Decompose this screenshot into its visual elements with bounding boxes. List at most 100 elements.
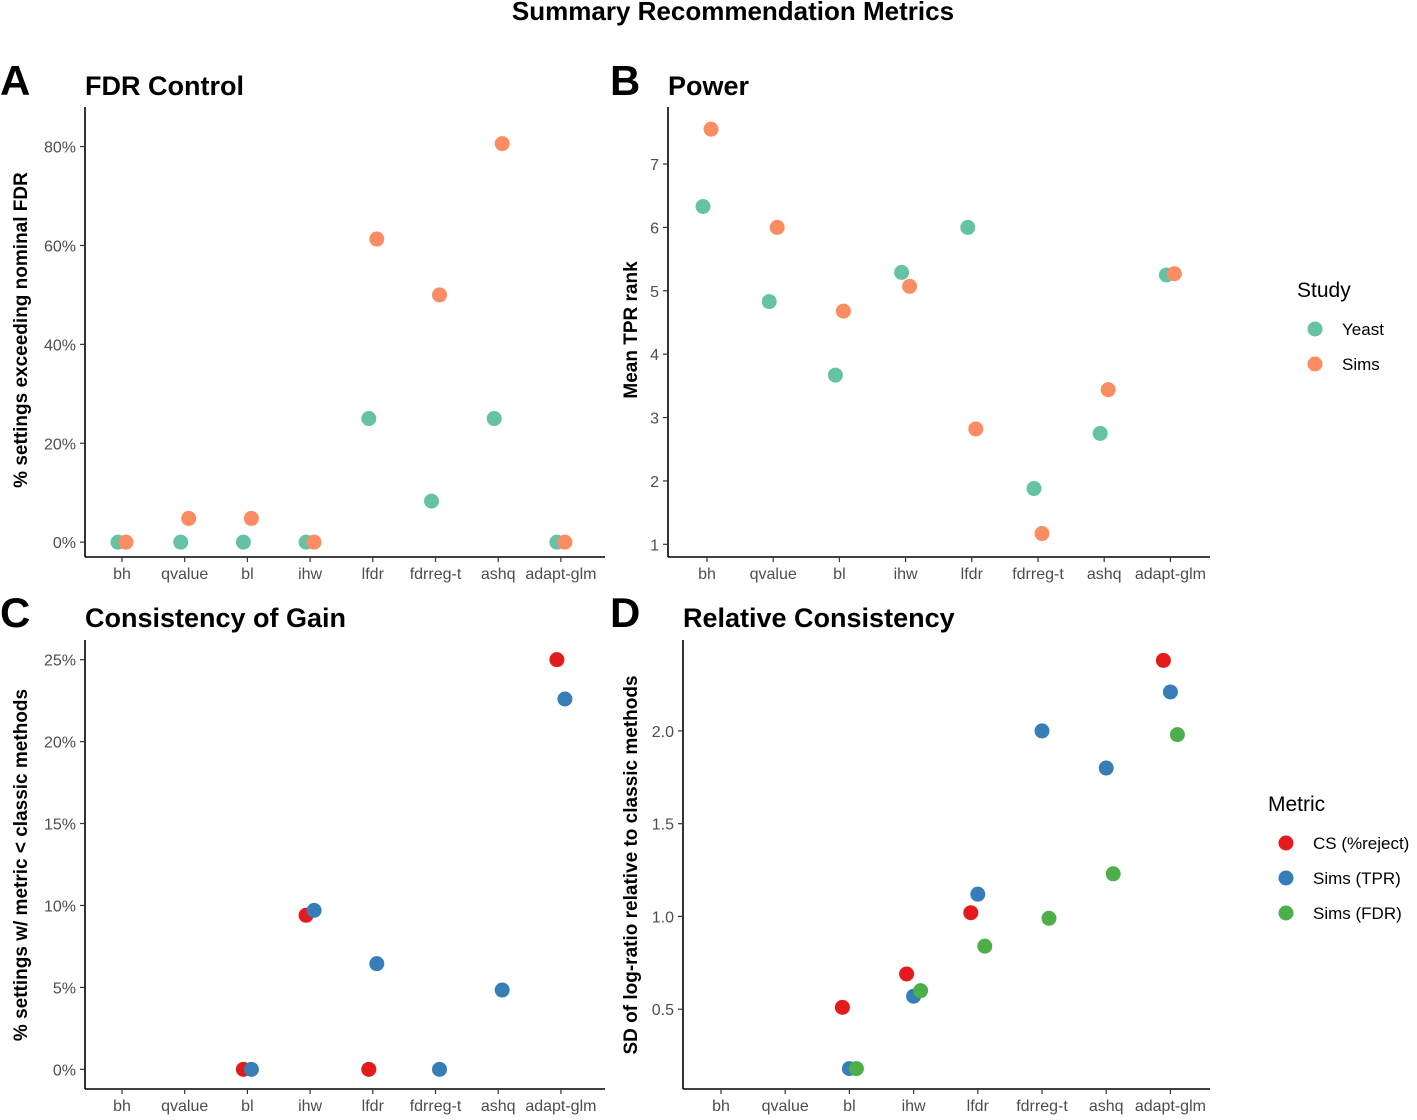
legend-swatch xyxy=(1278,870,1294,886)
y-tick-label: 5 xyxy=(650,284,659,301)
legend-swatch xyxy=(1307,356,1323,372)
data-point xyxy=(361,411,377,427)
x-tick-label: ashq xyxy=(1087,566,1122,583)
legend-swatch xyxy=(1307,321,1323,337)
x-tick-label: fdrreg-t xyxy=(410,1098,462,1115)
y-tick-label: 2.0 xyxy=(652,724,674,741)
data-point xyxy=(1162,684,1178,700)
panel-letter-a: A xyxy=(0,57,30,104)
data-point xyxy=(486,411,502,427)
x-tick-label: bh xyxy=(113,566,131,583)
data-point xyxy=(894,264,910,280)
data-point xyxy=(913,983,929,999)
data-point xyxy=(557,534,573,550)
panel-a-ylabel: % settings exceeding nominal FDR xyxy=(11,172,32,488)
legend-label: Yeast xyxy=(1342,320,1384,339)
data-point xyxy=(968,421,984,437)
x-tick-label: fdrreg-t xyxy=(1016,1098,1068,1115)
legend-title: Study xyxy=(1297,279,1351,302)
x-tick-label: bl xyxy=(843,1098,855,1115)
data-point xyxy=(1166,266,1182,282)
data-point xyxy=(306,534,322,550)
panel-d-ylabel: SD of log-ratio relative to classic meth… xyxy=(621,675,642,1054)
data-point xyxy=(424,493,439,509)
data-point xyxy=(835,303,851,319)
data-point xyxy=(834,999,850,1015)
data-point xyxy=(118,534,134,550)
data-point xyxy=(1034,723,1050,739)
panel-c-title: Consistency of Gain xyxy=(85,603,346,633)
panel-b-ylabel: Mean TPR rank xyxy=(621,261,642,399)
data-point xyxy=(494,982,510,998)
data-point xyxy=(432,1061,447,1077)
panel-c-ylabel: % settings w/ metric < classic methods xyxy=(11,689,32,1041)
legend-metric: Metric CS (%reject) Sims (TPR) Sims (FDR) xyxy=(1268,793,1409,923)
panel-a-plot: 0% 20% 40% 60% 80% bh qvalue bl ihw lfdr fdrreg-t a… xyxy=(44,107,605,583)
y-tick-label: 4 xyxy=(650,347,659,364)
data-point xyxy=(306,902,322,918)
data-point xyxy=(761,294,777,310)
panel-letter-b: B xyxy=(610,57,640,104)
data-point xyxy=(977,938,993,954)
legend-swatch xyxy=(1278,905,1294,921)
legend-swatch xyxy=(1278,835,1294,851)
x-tick-label: lfdr xyxy=(362,1098,385,1115)
legend-label: Sims (FDR) xyxy=(1313,904,1402,923)
data-point xyxy=(1105,866,1121,882)
data-point xyxy=(899,966,915,982)
x-tick-label: qvalue xyxy=(161,566,208,583)
x-tick-label: fdrreg-t xyxy=(410,566,462,583)
y-tick-label: 1.0 xyxy=(652,909,674,926)
data-point xyxy=(1100,382,1116,398)
data-point xyxy=(181,510,197,526)
data-point xyxy=(827,367,843,383)
x-tick-label: lfdr xyxy=(961,566,984,583)
data-point xyxy=(173,534,189,550)
x-tick-label: bl xyxy=(241,566,253,583)
x-tick-label: bl xyxy=(833,566,845,583)
x-tick-label: adapt-glm xyxy=(525,566,596,583)
data-point xyxy=(902,278,918,294)
x-tick-label: adapt-glm xyxy=(1135,1098,1206,1115)
x-tick-label: ihw xyxy=(894,566,918,583)
y-tick-label: 20% xyxy=(44,735,76,752)
x-tick-label: ashq xyxy=(1089,1098,1124,1115)
data-point xyxy=(1155,652,1171,668)
data-point xyxy=(769,219,785,235)
legend-study: Study Yeast Sims xyxy=(1297,279,1384,374)
x-tick-label: ihw xyxy=(298,1098,322,1115)
panel-b-plot: 1 2 3 4 5 6 7 bh qvalue bl ihw lfdr fdrreg-t ashq adap… xyxy=(650,107,1210,583)
data-point xyxy=(1034,526,1050,542)
data-point xyxy=(970,886,986,902)
y-tick-label: 7 xyxy=(650,157,659,174)
panel-letter-d: D xyxy=(610,589,640,636)
y-tick-label: 2 xyxy=(650,474,659,491)
x-tick-label: ihw xyxy=(298,566,322,583)
data-point xyxy=(1098,760,1114,776)
y-tick-label: 0% xyxy=(53,1062,76,1079)
x-tick-label: qvalue xyxy=(762,1098,809,1115)
x-tick-label: adapt-glm xyxy=(525,1098,596,1115)
x-tick-label: ashq xyxy=(481,566,516,583)
data-point xyxy=(557,691,573,707)
data-point xyxy=(703,121,719,137)
x-tick-label: ashq xyxy=(481,1098,516,1115)
data-point xyxy=(1026,481,1042,497)
x-tick-label: lfdr xyxy=(967,1098,990,1115)
y-tick-label: 20% xyxy=(44,436,76,453)
data-point xyxy=(1041,910,1057,926)
data-point xyxy=(235,534,251,550)
y-tick-label: 60% xyxy=(44,238,76,255)
y-tick-label: 25% xyxy=(44,653,76,670)
panel-letter-c: C xyxy=(0,589,30,636)
x-tick-label: adapt-glm xyxy=(1135,566,1206,583)
data-point xyxy=(243,510,259,526)
data-point xyxy=(369,231,385,247)
y-tick-label: 1 xyxy=(650,537,659,554)
x-tick-label: ihw xyxy=(902,1098,926,1115)
panel-d-plot: 0.5 1.0 1.5 2.0 bh qvalue bl ihw lfdr fdrreg-t ash… xyxy=(652,640,1210,1115)
y-tick-label: 6 xyxy=(650,220,659,237)
data-point xyxy=(361,1061,377,1077)
legend-label: CS (%reject) xyxy=(1313,834,1409,853)
panel-d-title: Relative Consistency xyxy=(683,603,955,633)
